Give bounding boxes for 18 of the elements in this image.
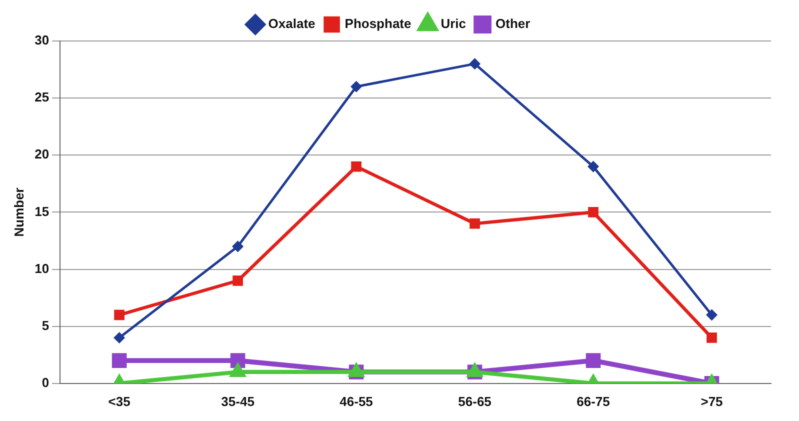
- x-tick-label: <35: [108, 394, 130, 409]
- x-tick-label: 66-75: [576, 394, 610, 409]
- legend-label: Uric: [440, 16, 466, 32]
- y-axis-title: Number: [11, 188, 26, 237]
- y-tick-label: 30: [34, 32, 50, 48]
- legend-label: Other: [496, 16, 530, 32]
- y-tick-label: 10: [34, 260, 50, 276]
- y-tick-label: 15: [34, 204, 50, 219]
- y-tick-label: 5: [42, 318, 50, 333]
- x-tick-label: >75: [700, 394, 723, 409]
- x-tick-label: 56-65: [458, 394, 492, 409]
- y-tick-label: 0: [42, 374, 50, 390]
- x-tick-label: 35-45: [221, 394, 254, 409]
- y-tick-label: 20: [34, 146, 50, 162]
- x-tick-label: 46-55: [340, 394, 373, 409]
- legend-label: Phosphate: [344, 16, 412, 32]
- y-tick-label: 25: [34, 90, 50, 105]
- legend-label: Oxalate: [268, 16, 316, 32]
